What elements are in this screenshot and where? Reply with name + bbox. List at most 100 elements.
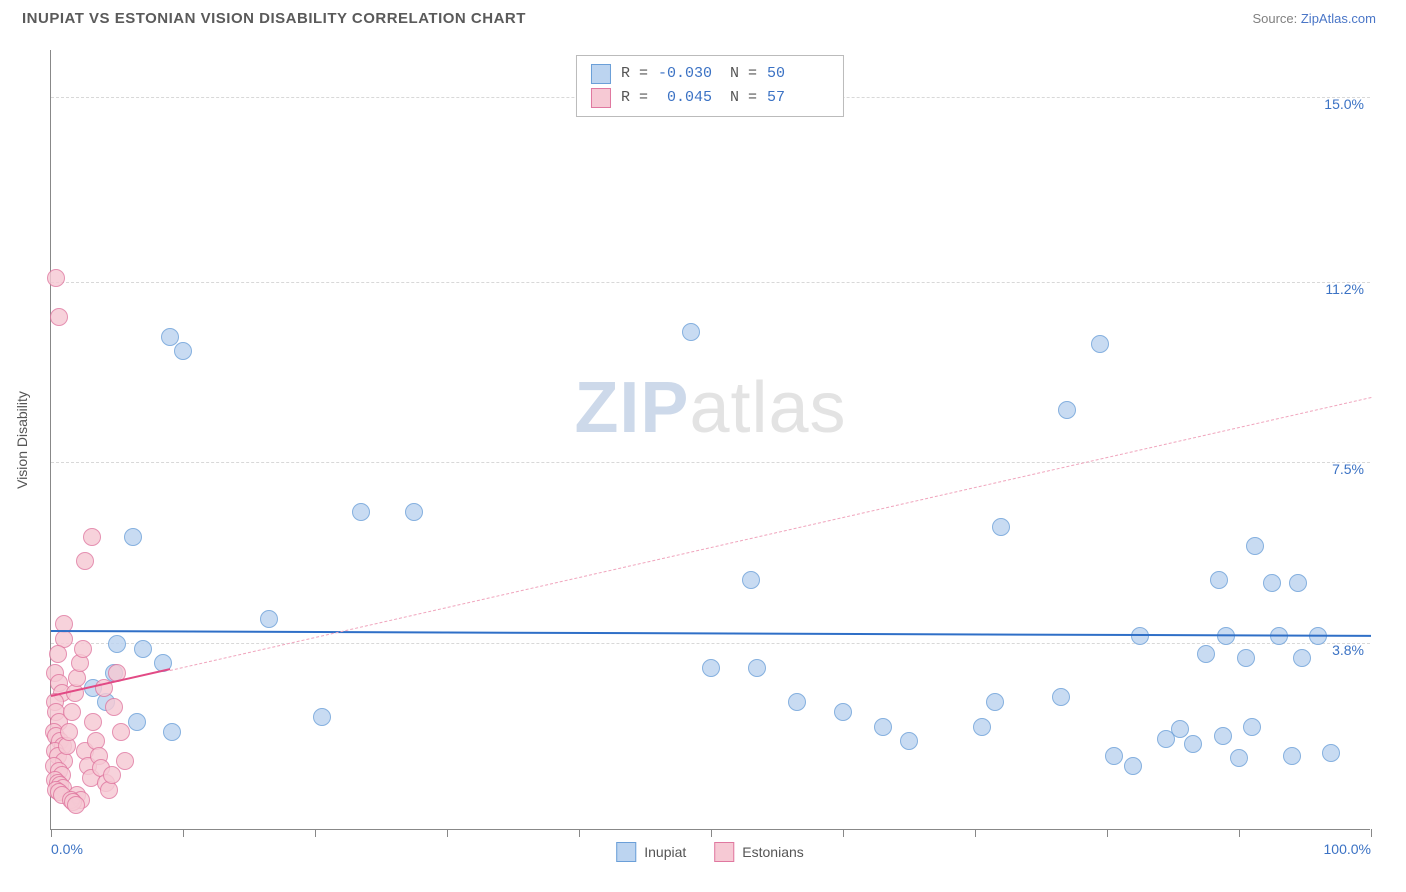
gridline (51, 462, 1370, 463)
n-label: N = (730, 86, 757, 110)
scatter-point-inupiat (1091, 335, 1109, 353)
legend-stats-box: R = -0.030 N = 50 R = 0.045 N = 57 (576, 55, 844, 117)
r-value-1: 0.045 (658, 86, 720, 110)
scatter-point-estonians (60, 723, 78, 741)
scatter-point-estonians (83, 528, 101, 546)
r-label: R = (621, 62, 648, 86)
bottom-legend-label-0: Inupiat (644, 844, 686, 860)
r-label: R = (621, 86, 648, 110)
chart-header: INUPIAT VS ESTONIAN VISION DISABILITY CO… (0, 0, 1406, 35)
scatter-point-inupiat (1105, 747, 1123, 765)
scatter-point-inupiat (1322, 744, 1340, 762)
scatter-point-inupiat (1131, 627, 1149, 645)
scatter-point-inupiat (1289, 574, 1307, 592)
source-prefix: Source: (1252, 11, 1300, 26)
y-tick-label: 3.8% (1332, 642, 1364, 658)
bottom-legend-item-0: Inupiat (616, 842, 686, 862)
watermark: ZIPatlas (574, 367, 846, 449)
scatter-point-estonians (47, 269, 65, 287)
x-tick (1239, 829, 1240, 837)
x-tick-label: 100.0% (1324, 841, 1371, 857)
scatter-plot: ZIPatlas 3.8%7.5%11.2%15.0%0.0%100.0% (50, 50, 1370, 830)
scatter-point-inupiat (1246, 537, 1264, 555)
legend-swatch-1 (591, 88, 611, 108)
scatter-point-inupiat (1171, 720, 1189, 738)
chart-area: Vision Disability ZIPatlas 3.8%7.5%11.2%… (50, 50, 1370, 830)
legend-swatch-0 (591, 64, 611, 84)
scatter-point-estonians (67, 796, 85, 814)
bottom-legend-item-1: Estonians (714, 842, 803, 862)
scatter-point-inupiat (1283, 747, 1301, 765)
scatter-point-estonians (50, 308, 68, 326)
x-tick-label: 0.0% (51, 841, 83, 857)
gridline (51, 282, 1370, 283)
scatter-point-inupiat (1214, 727, 1232, 745)
scatter-point-inupiat (1243, 718, 1261, 736)
x-tick (1107, 829, 1108, 837)
y-tick-label: 11.2% (1325, 281, 1364, 297)
y-tick-label: 15.0% (1324, 96, 1364, 112)
x-tick (843, 829, 844, 837)
y-tick-label: 7.5% (1332, 461, 1364, 477)
scatter-point-estonians (63, 703, 81, 721)
scatter-point-inupiat (1293, 649, 1311, 667)
chart-title: INUPIAT VS ESTONIAN VISION DISABILITY CO… (22, 10, 526, 27)
scatter-point-estonians (84, 713, 102, 731)
watermark-part1: ZIP (574, 368, 689, 448)
scatter-point-inupiat (874, 718, 892, 736)
n-value-0: 50 (767, 62, 829, 86)
scatter-point-inupiat (748, 659, 766, 677)
scatter-point-inupiat (405, 503, 423, 521)
scatter-point-inupiat (834, 703, 852, 721)
source-link[interactable]: ZipAtlas.com (1301, 11, 1376, 26)
gridline (51, 643, 1370, 644)
x-tick (183, 829, 184, 837)
scatter-point-inupiat (1237, 649, 1255, 667)
scatter-point-inupiat (1124, 757, 1142, 775)
scatter-point-inupiat (900, 732, 918, 750)
scatter-point-estonians (76, 552, 94, 570)
scatter-point-inupiat (313, 708, 331, 726)
scatter-point-inupiat (161, 328, 179, 346)
scatter-point-inupiat (986, 693, 1004, 711)
x-tick (315, 829, 316, 837)
x-tick (1371, 829, 1372, 837)
n-value-1: 57 (767, 86, 829, 110)
scatter-point-inupiat (1058, 401, 1076, 419)
x-tick (975, 829, 976, 837)
scatter-point-inupiat (1263, 574, 1281, 592)
scatter-point-inupiat (702, 659, 720, 677)
scatter-point-inupiat (973, 718, 991, 736)
scatter-point-estonians (112, 723, 130, 741)
scatter-point-inupiat (260, 610, 278, 628)
bottom-legend: Inupiat Estonians (616, 842, 804, 862)
watermark-part2: atlas (689, 368, 846, 448)
scatter-point-inupiat (1197, 645, 1215, 663)
scatter-point-inupiat (1052, 688, 1070, 706)
source-attribution: Source: ZipAtlas.com (1252, 11, 1376, 26)
scatter-point-inupiat (1210, 571, 1228, 589)
bottom-legend-label-1: Estonians (742, 844, 803, 860)
scatter-point-estonians (103, 766, 121, 784)
x-tick (447, 829, 448, 837)
scatter-point-estonians (74, 640, 92, 658)
n-label: N = (730, 62, 757, 86)
scatter-point-inupiat (134, 640, 152, 658)
scatter-point-inupiat (163, 723, 181, 741)
x-tick (711, 829, 712, 837)
scatter-point-estonians (49, 645, 67, 663)
scatter-point-inupiat (128, 713, 146, 731)
legend-stats-row-0: R = -0.030 N = 50 (591, 62, 829, 86)
scatter-point-inupiat (682, 323, 700, 341)
scatter-point-inupiat (788, 693, 806, 711)
x-tick (579, 829, 580, 837)
bottom-legend-swatch-0 (616, 842, 636, 862)
scatter-point-estonians (116, 752, 134, 770)
scatter-point-inupiat (108, 635, 126, 653)
trend-line (170, 397, 1371, 671)
scatter-point-inupiat (352, 503, 370, 521)
y-axis-label: Vision Disability (14, 391, 30, 489)
scatter-point-estonians (105, 698, 123, 716)
scatter-point-inupiat (742, 571, 760, 589)
scatter-point-inupiat (992, 518, 1010, 536)
